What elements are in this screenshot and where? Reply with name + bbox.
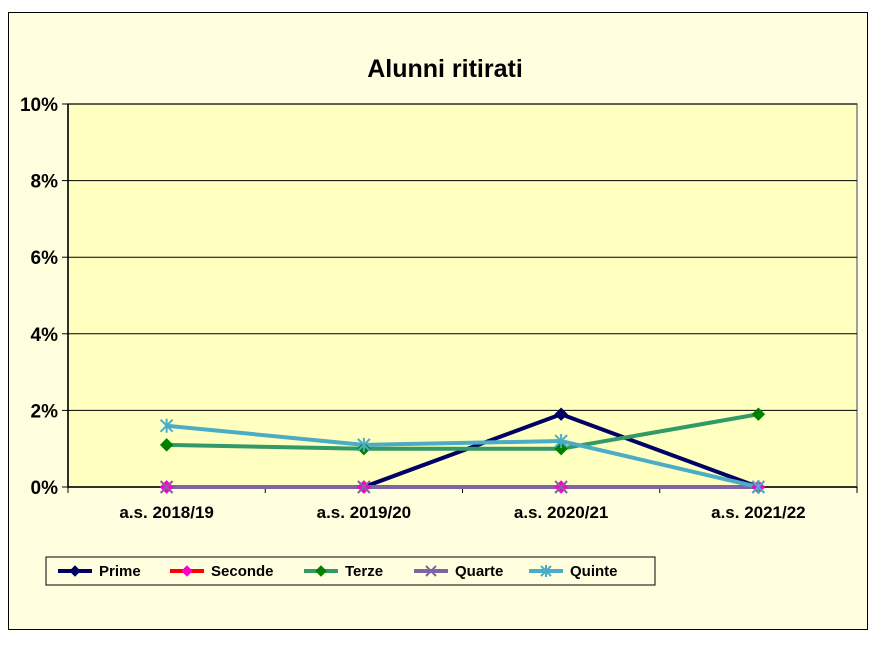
data-point-terze xyxy=(554,441,568,456)
legend-item-quinte: Quinte xyxy=(529,563,618,580)
x-tick-label: a.s. 2019/20 xyxy=(317,503,412,522)
data-point-quinte xyxy=(159,418,174,433)
legend-item-prime: Prime xyxy=(58,563,141,580)
data-point-terze xyxy=(159,438,174,452)
legend-item-seconde: Seconde xyxy=(170,563,274,580)
legend-marker xyxy=(315,565,327,577)
x-tick-label: a.s. 2018/19 xyxy=(119,503,214,522)
legend-label: Quinte xyxy=(570,563,618,580)
legend-label: Prime xyxy=(99,563,141,580)
data-point-quinte xyxy=(554,434,568,449)
legend-label: Quarte xyxy=(455,563,503,580)
legend-item-quarte: Quarte xyxy=(414,563,503,580)
y-tick-label: 10% xyxy=(20,95,58,116)
legend-marker xyxy=(69,565,81,577)
line-chart: Alunni ritirati 0% 2% 4% 6% 8% 10% a.s. 2018/1… xyxy=(20,55,858,586)
chart-frame: Alunni ritirati 0% 2% 4% 6% 8% 10% a.s. 2018/1… xyxy=(8,12,868,630)
data-point-terze xyxy=(751,407,766,421)
plot-area: 0% 2% 4% 6% 8% 10% a.s. 2018/19 a.s. 2019/20 a.s… xyxy=(20,95,858,522)
legend-label: Terze xyxy=(345,563,383,580)
data-point-quinte xyxy=(357,437,371,452)
legend-marker xyxy=(540,565,552,577)
data-point-quarte xyxy=(357,480,371,494)
legend-label: Seconde xyxy=(211,563,274,580)
data-point-quarte xyxy=(554,480,568,494)
legend-marker xyxy=(425,565,437,577)
data-point-quinte xyxy=(751,480,766,494)
data-point-prime xyxy=(554,407,568,421)
series-line-terze xyxy=(166,412,759,451)
plot-background xyxy=(67,103,858,488)
legend-item-terze: Terze xyxy=(304,563,383,580)
x-tick-label: a.s. 2021/22 xyxy=(711,503,806,522)
y-tick-label: 4% xyxy=(31,325,59,346)
y-tick-label: 0% xyxy=(31,478,59,499)
chart-title: Alunni ritirati xyxy=(367,55,523,83)
series-line-quinte xyxy=(166,423,759,489)
x-tick-label: a.s. 2020/21 xyxy=(514,503,609,522)
y-tick-label: 6% xyxy=(31,248,59,269)
legend-marker xyxy=(181,565,193,577)
y-tick-label: 2% xyxy=(31,401,59,422)
y-tick-label: 8% xyxy=(31,172,59,193)
legend: Prime Seconde Terze Quarte Quinte xyxy=(45,556,656,586)
data-point-quarte xyxy=(159,480,174,494)
